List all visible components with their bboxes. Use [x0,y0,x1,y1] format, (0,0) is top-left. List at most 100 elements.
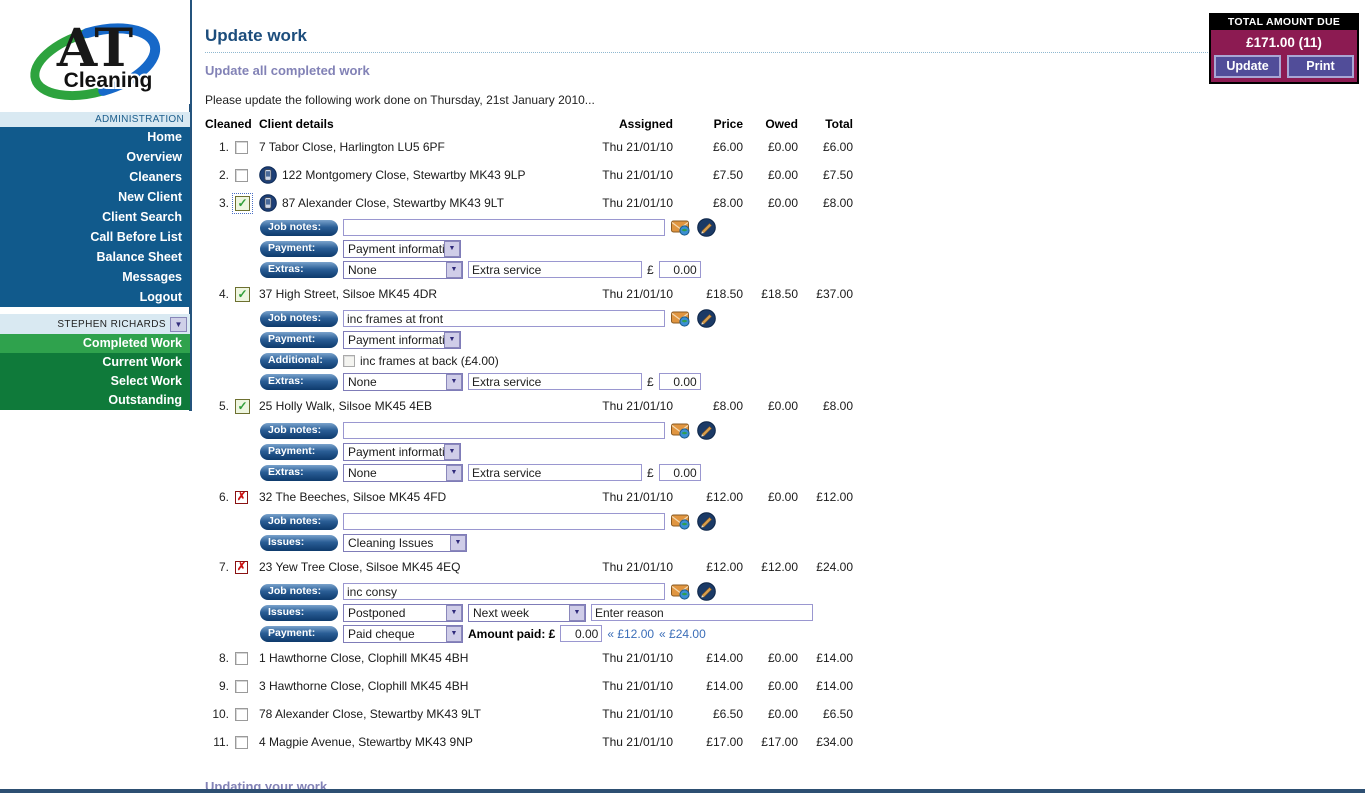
sidebar-item-current-work[interactable]: Current Work [0,353,190,372]
total-amount-due-header: TOTAL AMOUNT DUE [1227,16,1341,28]
assigned-date: Thu 21/01/10 [602,196,673,210]
fill-total-link[interactable]: « £24.00 [659,626,706,641]
header-price: Price [713,117,743,131]
total-value: £34.00 [816,735,853,749]
cleaned-checkbox[interactable] [235,707,248,721]
email-icon[interactable] [670,218,691,237]
sidebar-item-select-work[interactable]: Select Work [0,372,190,391]
cleaned-checkbox[interactable] [235,679,248,693]
price-value: £17.00 [706,735,743,749]
cleaned-checkbox-checked[interactable]: ✓ [235,286,250,302]
total-value: £14.00 [816,679,853,693]
postpone-until-select[interactable]: Next week ▼ [468,603,586,622]
job-notes-input[interactable] [343,310,665,327]
assigned-date: Thu 21/01/10 [602,140,673,154]
work-table: Cleaned Client details Assigned Price Ow… [205,115,853,756]
sidebar-item-logout[interactable]: Logout [139,290,182,304]
sidebar-item-home[interactable]: Home [147,130,182,144]
table-row: 4. ✓ 37 High Street, Silsoe MK45 4DR Thu… [205,280,853,308]
extra-amount-input[interactable] [658,261,701,278]
fill-owed-link[interactable]: « £12.00 [607,626,655,641]
select-arrow-icon: ▼ [444,331,460,348]
assigned-date: Thu 21/01/10 [602,168,673,182]
extras-label: Extras: [260,373,338,390]
sidebar-item-new-client[interactable]: New Client [118,190,182,204]
job-notes-label: Job notes: [260,422,338,439]
sidebar-item-client-search[interactable]: Client Search [102,210,182,224]
sidebar-item-outstanding[interactable]: Outstanding [0,391,190,410]
sidebar-item-cleaners[interactable]: Cleaners [129,170,182,184]
extra-service-input[interactable] [468,373,642,390]
issues-select[interactable]: Postponed ▼ [343,603,463,622]
price-value: £18.50 [706,287,743,301]
page-intro: Please update the following work done on… [205,93,595,107]
payment-select[interactable]: Payment information▼ [343,239,461,258]
extras-label: Extras: [260,464,338,481]
print-button[interactable]: Print [1287,55,1354,78]
company-logo: AT Cleaning [0,0,190,104]
row-number: 5. [218,399,229,413]
assigned-date: Thu 21/01/10 [602,560,673,574]
job-notes-input[interactable] [343,513,665,530]
pound-label: £ [647,374,654,389]
header-total: Total [825,117,853,131]
page-title: Update work [205,26,1208,53]
total-amount-due-body: £171.00 (11) Update Print [1211,30,1357,82]
email-icon[interactable] [670,421,691,440]
client-address: 25 Holly Walk, Silsoe MK45 4EB [259,399,432,413]
sidebar-item-overview[interactable]: Overview [126,150,182,164]
email-icon[interactable] [670,309,691,328]
cross-icon: ✗ [236,560,247,573]
extra-service-input[interactable] [468,261,642,278]
payment-select[interactable]: Payment information▼ [343,442,461,461]
extra-service-input[interactable] [468,464,642,481]
logo-text-at: AT [56,18,134,79]
email-icon[interactable] [670,582,691,601]
owed-value: £0.00 [767,679,798,693]
payment-select[interactable]: Paid cheque ▼ [343,624,463,643]
cleaned-checkbox[interactable] [235,735,248,749]
edit-notes-icon[interactable] [696,218,717,237]
cleaned-checkbox-checked[interactable]: ✓ [235,398,250,414]
cleaned-checkbox-crossed[interactable]: ✗ [235,490,248,504]
extras-select[interactable]: None ▼ [343,260,463,279]
edit-notes-icon[interactable] [696,582,717,601]
owed-value: £12.00 [761,560,798,574]
header-cleaned: Cleaned [205,117,252,131]
extra-amount-input[interactable] [658,464,701,481]
payment-select[interactable]: Payment information▼ [343,330,461,349]
cleaned-checkbox[interactable] [235,168,248,182]
cleaned-checkbox-checked[interactable]: ✓ [232,192,253,214]
row-details: Job notes: Payment: Payment information▼… [205,308,853,392]
reason-input[interactable] [591,604,813,621]
cleaner-name-label: STEPHEN RICHARDS [57,318,166,330]
sidebar-item-balance-sheet[interactable]: Balance Sheet [96,250,182,264]
select-arrow-icon: ▼ [446,604,462,621]
cleaned-checkbox-crossed[interactable]: ✗ [235,560,248,574]
extras-select[interactable]: None ▼ [343,463,463,482]
cleaner-dropdown-button[interactable]: ▼ [170,316,187,332]
sidebar-item-call-before-list[interactable]: Call Before List [90,230,182,244]
edit-notes-icon[interactable] [696,309,717,328]
extra-amount-input[interactable] [658,373,701,390]
sidebar-item-messages[interactable]: Messages [122,270,182,284]
cleaned-checkbox[interactable] [235,651,248,665]
update-button[interactable]: Update [1214,55,1281,78]
table-row: 1. 7 Tabor Close, Harlington LU5 6PF Thu… [205,133,853,161]
edit-notes-icon[interactable] [696,421,717,440]
issues-select[interactable]: Cleaning Issues ▼ [343,533,467,552]
additional-checkbox[interactable] [343,354,355,367]
job-notes-input[interactable] [343,219,665,236]
sidebar-item-completed-work[interactable]: Completed Work [0,334,190,353]
assigned-date: Thu 21/01/10 [602,735,673,749]
additional-label: Additional: [260,352,338,369]
job-notes-input[interactable] [343,422,665,439]
edit-notes-icon[interactable] [696,512,717,531]
job-notes-input[interactable] [343,583,665,600]
email-icon[interactable] [670,512,691,531]
extras-select[interactable]: None ▼ [343,372,463,391]
assigned-date: Thu 21/01/10 [602,490,673,504]
cleaned-checkbox[interactable] [235,140,248,154]
amount-paid-input[interactable] [560,625,603,642]
sidebar-divider [189,0,192,411]
